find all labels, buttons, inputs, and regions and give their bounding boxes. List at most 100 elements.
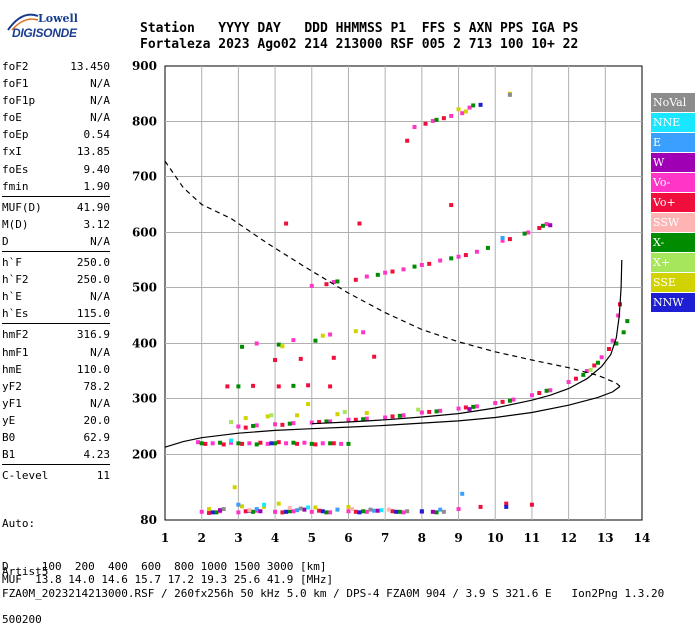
legend-item: NoVal [651,93,695,112]
echo-point [438,507,443,512]
echo-point [265,414,270,419]
parameter-row: hmF1 N/A [2,344,110,361]
echo-point [478,504,483,509]
echo-point [434,117,439,122]
echo-point [229,440,234,445]
echo-point [240,441,245,446]
echo-point [456,406,461,411]
parameter-name: hmF2 [2,328,29,342]
echo-point [210,441,215,446]
echo-point [251,423,256,428]
echo-point [449,256,454,261]
echo-point [467,105,472,110]
echo-point [364,274,369,279]
echo-point [306,402,311,407]
parameter-name: D [2,234,9,248]
echo-point [434,409,439,414]
echo-point [405,509,410,514]
parameter-row: M(D) 3.12 [2,216,110,233]
parameter-value: 250.0 [76,273,110,287]
echo-point [291,338,296,343]
echo-point [353,277,358,282]
echo-point [397,413,402,418]
y-tick-label: 300 [132,392,157,406]
echo-point [372,354,377,359]
echo-point [236,384,241,389]
echo-point [412,125,417,129]
parameter-row: foF2 13.450 [2,58,110,75]
x-tick-label: 5 [308,531,316,545]
echo-point [401,267,406,272]
echo-point [441,116,446,121]
echo-point [309,420,314,425]
echo-point [276,384,281,389]
echo-point [273,358,278,362]
parameter-row: D N/A [2,233,110,250]
echo-point [240,344,245,349]
echo-point [548,223,553,228]
parameter-value: 13.450 [70,60,110,73]
echo-point [309,441,314,446]
echo-point [463,405,468,410]
parameter-value: 115.0 [76,307,110,321]
echo-point [507,398,512,403]
x-tick-label: 4 [271,531,279,545]
echo-point [548,388,553,393]
echo-point [438,258,443,263]
trace-fit-curve [164,385,621,448]
echo-point [262,502,267,507]
parameter-row: yF1 N/A [2,395,110,412]
echo-point [331,441,336,446]
parameter-row: h`F2 250.0 [2,271,110,288]
echo-point [364,416,369,421]
header-line-1: Station YYYY DAY DDD HHMMSS P1 FFS S AXN… [140,21,579,36]
echo-point [273,441,278,446]
echo-point [474,249,479,254]
echo-point [419,262,424,267]
echo-point [317,420,322,425]
echo-point [214,510,219,515]
echo-point [240,504,245,509]
echo-point [493,400,498,405]
echo-point [361,417,366,422]
echo-point [251,383,256,388]
y-tick-label: 800 [132,115,157,129]
parameter-value: 41.90 [76,200,110,214]
footer-file-info: FZA0M_2023214213000.RSF / 260fx256h 50 k… [2,587,665,600]
echo-point [221,442,226,447]
parameter-value: 316.9 [76,328,110,342]
echo-point [474,404,479,409]
parameter-value: 0.54 [83,128,111,142]
echo-point [456,254,461,259]
y-tick-label: 600 [132,226,157,240]
echo-point [537,391,542,395]
parameter-row: yE 20.0 [2,412,110,429]
echo-point [463,109,468,114]
echo-point [280,510,285,515]
echo-point [313,442,318,447]
echo-point [375,272,380,277]
x-tick-label: 1 [161,531,169,545]
y-tick-label: 400 [132,337,157,351]
echo-point [324,419,329,424]
echo-point [276,342,281,347]
parameter-value: N/A [90,234,110,248]
echo-point [434,510,439,515]
echo-point [210,510,215,515]
echo-point [427,409,432,414]
x-tick-label: 6 [344,531,352,545]
logo-text-digisonde: DIGISONDE [12,26,77,40]
echo-point [423,121,428,126]
echo-point [199,509,204,514]
header-line-2: Fortaleza 2023 Ago02 214 213000 RSF 005 … [140,37,579,52]
echo-point [504,504,509,509]
echo-point [221,507,226,512]
echo-point [269,441,274,446]
x-tick-label: 9 [454,531,462,545]
parameter-name: foF1p [2,94,36,108]
legend-item: X- [651,233,695,252]
echo-point [331,355,336,360]
echo-point [291,440,296,445]
echo-point [324,510,329,515]
echo-point [265,441,270,446]
